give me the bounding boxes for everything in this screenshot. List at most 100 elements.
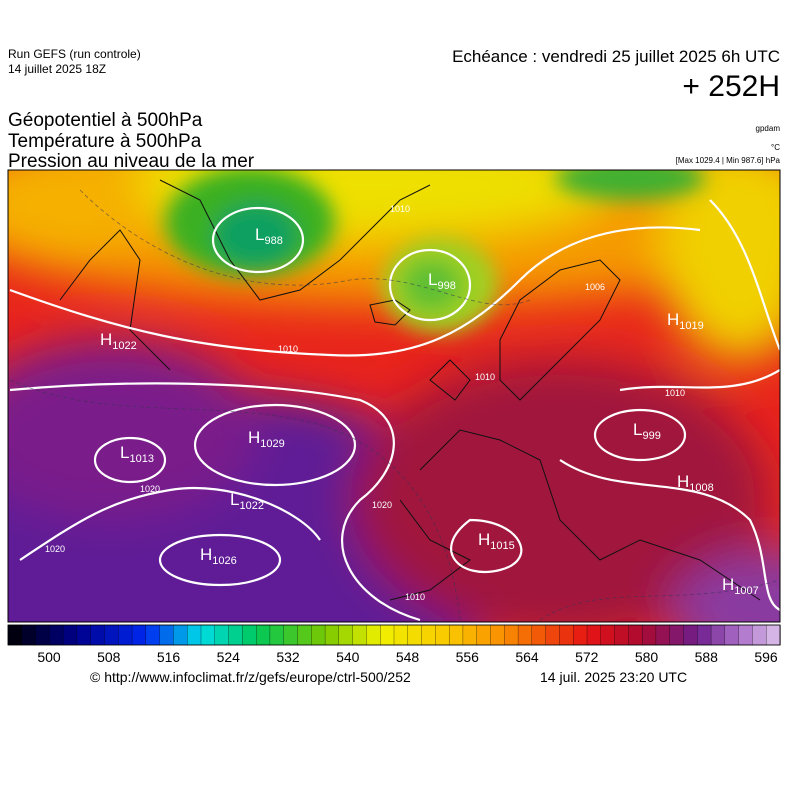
- pressure-center: L988: [255, 225, 283, 247]
- center-type: H: [677, 472, 689, 491]
- isobar-label: 1010: [278, 344, 298, 354]
- center-value: 1015: [490, 540, 514, 552]
- colorbar-cell: [104, 624, 119, 646]
- title-pressure: Pression au niveau de la mer: [8, 151, 255, 172]
- colorbar-tick-label: 548: [396, 649, 420, 665]
- pressure-center: H1015: [478, 530, 515, 552]
- pressure-center: L1022: [230, 490, 264, 512]
- colorbar-cell: [35, 624, 51, 646]
- colorbar-cell: [504, 624, 519, 646]
- pressure-center: H1029: [248, 428, 285, 450]
- colorbar: 5005085165245325405485565645725805885966…: [7, 624, 781, 665]
- title-geopotential: Géopotentiel à 500hPa: [8, 110, 203, 131]
- unit-pressure: [Max 1029.4 | Min 987.6] hPa: [676, 156, 781, 165]
- colorbar-tick-label: 564: [515, 649, 539, 665]
- colorbar-cell: [435, 624, 450, 646]
- colorbar-cell: [269, 624, 285, 646]
- colorbar-cell: [49, 624, 64, 646]
- generated-time: 14 juil. 2025 23:20 UTC: [540, 669, 687, 685]
- center-value: 1022: [112, 340, 136, 352]
- center-type: L: [230, 490, 239, 509]
- horizon: + 252H: [682, 70, 780, 103]
- pressure-center: H1022: [100, 330, 137, 352]
- colorbar-cell: [297, 624, 312, 646]
- colorbar-cell: [724, 624, 740, 646]
- colorbar-tick-label: 524: [217, 649, 241, 665]
- isobar-label: 1020: [140, 484, 160, 494]
- run-label: Run GEFS (run controle): [8, 47, 141, 61]
- center-value: 1019: [679, 320, 703, 332]
- colorbar-tick-label: 588: [695, 649, 719, 665]
- colorbar-cell: [338, 624, 354, 646]
- colorbar-cell: [545, 624, 561, 646]
- isobars: [9, 199, 780, 622]
- colorbar-cell: [228, 624, 244, 646]
- coastlines: [59, 179, 761, 601]
- unit-geopotential: gpdam: [756, 124, 781, 133]
- colorbar-cell: [559, 624, 574, 646]
- colorbar-tick-label: 580: [635, 649, 659, 665]
- colorbar-cell: [600, 624, 616, 646]
- colorbar-cell: [62, 624, 78, 646]
- colorbar-cell: [476, 624, 492, 646]
- colorbar-cell: [76, 624, 92, 646]
- colorbar-cell: [766, 624, 781, 646]
- colorbar-cell: [159, 624, 175, 646]
- source-url: © http://www.infoclimat.fr/z/gefs/europe…: [90, 669, 411, 685]
- colorbar-cell: [366, 624, 381, 646]
- center-type: H: [248, 428, 260, 447]
- title-temperature: Température à 500hPa: [8, 131, 202, 152]
- colorbar-cell: [710, 624, 726, 646]
- colorbar-cell: [255, 624, 271, 646]
- center-value: 998: [437, 280, 455, 292]
- isobar-label: 1010: [405, 592, 425, 602]
- pressure-center: H1019: [667, 310, 704, 332]
- colorbar-tick-label: 556: [456, 649, 480, 665]
- map-frame: [7, 169, 781, 623]
- colorbar-tick-label: 516: [157, 649, 181, 665]
- colorbar-frame: [7, 624, 781, 646]
- colorbar-cell: [393, 624, 409, 646]
- colorbar-tick-label: 532: [276, 649, 300, 665]
- colorbar-cell: [697, 624, 712, 646]
- center-type: H: [200, 545, 212, 564]
- pressure-center: H1008: [677, 472, 714, 494]
- cold-pools: [165, 170, 705, 333]
- center-value: 999: [642, 430, 660, 442]
- colorbar-cell: [21, 624, 37, 646]
- echeance: Echéance : vendredi 25 juillet 2025 6h U…: [452, 47, 780, 66]
- colorbar-cell: [641, 624, 657, 646]
- center-value: 1007: [734, 585, 758, 597]
- pressure-center: L1013: [120, 443, 154, 465]
- map: L988L998H1022H1019L1013H1029L1022H1026H1…: [8, 170, 780, 622]
- center-value: 988: [264, 235, 282, 247]
- colorbar-cell: [752, 624, 767, 646]
- center-value: 1013: [129, 453, 153, 465]
- isotherms: [9, 189, 780, 621]
- colorbar-cell: [200, 624, 216, 646]
- colorbar-cell: [214, 624, 230, 646]
- isobar-label: 1020: [372, 500, 392, 510]
- center-value: 1026: [212, 555, 236, 567]
- colorbar-cell: [490, 624, 505, 646]
- colorbar-cell: [462, 624, 478, 646]
- pressure-center: L999: [633, 420, 661, 442]
- colorbar-cell: [628, 624, 643, 646]
- colorbar-cell: [448, 624, 464, 646]
- center-type: L: [428, 270, 437, 289]
- center-type: H: [667, 310, 679, 329]
- colorbar-cell: [173, 624, 188, 646]
- colorbar-cell: [352, 624, 368, 646]
- center-type: H: [722, 575, 734, 594]
- colorbar-cell: [90, 624, 106, 646]
- colorbar-cell: [517, 624, 533, 646]
- pressure-center: H1007: [722, 575, 759, 597]
- pressure-centers: L988L998H1022H1019L1013H1029L1022H1026H1…: [100, 225, 759, 597]
- center-value: 1008: [689, 482, 713, 494]
- colorbar-cell: [242, 624, 257, 646]
- colorbar-cell: [131, 624, 147, 646]
- colorbar-cell: [380, 624, 395, 646]
- colorbar-cell: [655, 624, 671, 646]
- isobar-label: 1010: [390, 204, 410, 214]
